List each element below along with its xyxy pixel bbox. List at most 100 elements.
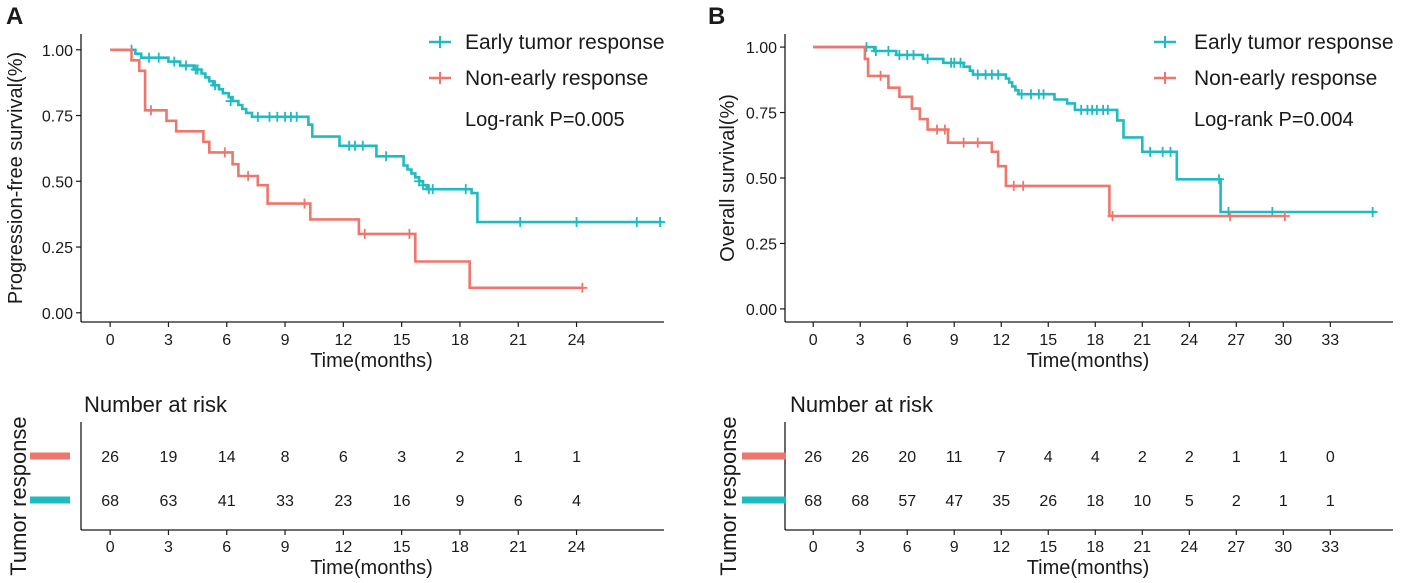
risk-count: 33	[276, 493, 294, 510]
censor-mark-non-early	[219, 147, 230, 158]
risk-x-tick-label: 3	[856, 539, 865, 556]
risk-x-tick-label: 9	[950, 539, 959, 556]
panel-a: A0.000.250.500.751.000 3 6 9 12 15 18 21 24Time(…	[5, 3, 666, 579]
risk-count: 7	[997, 449, 1006, 466]
x-tick-label: 6	[222, 332, 231, 349]
risk-count: 1	[1279, 493, 1288, 510]
risk-count: 47	[945, 493, 963, 510]
y-tick-label: 0.00	[42, 306, 73, 323]
risk-count: 2	[1185, 449, 1194, 466]
censor-mark-early	[192, 64, 203, 75]
risk-count: 8	[281, 449, 290, 466]
risk-count: 4	[1091, 449, 1100, 466]
x-tick-label: 15	[1039, 332, 1057, 349]
censor-mark-early	[291, 111, 302, 122]
risk-count: 20	[898, 449, 916, 466]
x-axis-title: Time(months)	[1027, 350, 1150, 372]
censor-mark-early	[381, 151, 392, 162]
censor-mark-non-early	[939, 124, 950, 135]
censor-mark-early	[883, 46, 894, 57]
risk-x-tick-label: 0	[106, 539, 115, 556]
risk-count: 18	[1086, 493, 1104, 510]
risk-x-tick-label: 6	[222, 539, 231, 556]
censor-mark-early	[180, 60, 191, 71]
risk-count: 6	[514, 493, 523, 510]
x-tick-label: 15	[393, 332, 411, 349]
censor-mark-early	[153, 52, 164, 63]
censor-mark-early	[1145, 146, 1156, 157]
censor-mark-non-early	[577, 282, 588, 293]
censor-mark-non-early	[145, 105, 156, 116]
y-axis-title: Overall survival(%)	[717, 94, 739, 262]
risk-x-tick-label: 12	[992, 539, 1010, 556]
risk-count: 68	[804, 493, 822, 510]
risk-count: 19	[160, 449, 178, 466]
legend-label-non-early: Non-early response	[465, 67, 648, 90]
risk-x-tick-label: 15	[1039, 539, 1057, 556]
risk-x-tick-label: 33	[1321, 539, 1339, 556]
risk-x-tick-label: 3	[164, 539, 173, 556]
censor-mark-early	[225, 96, 236, 107]
panel-letter: A	[6, 3, 23, 30]
censor-mark-early	[993, 69, 1004, 80]
censor-mark-non-early	[1008, 180, 1019, 191]
risk-x-tick-label: 21	[509, 539, 527, 556]
risk-x-tick-label: 12	[334, 539, 352, 556]
km-curve-early	[813, 45, 1376, 214]
risk-count: 10	[1133, 493, 1151, 510]
y-tick-label: 0.50	[42, 174, 73, 191]
y-tick-label: 0.75	[42, 109, 73, 126]
censor-mark-early	[1102, 104, 1113, 115]
risk-count: 0	[1326, 449, 1335, 466]
risk-count: 6	[339, 449, 348, 466]
risk-x-tick-label: 24	[568, 539, 586, 556]
censor-mark-early	[1214, 174, 1225, 185]
legend-label-early: Early tumor response	[1194, 31, 1394, 54]
x-tick-label: 12	[992, 332, 1010, 349]
y-tick-label: 0.25	[42, 240, 73, 257]
x-tick-label: 12	[334, 332, 352, 349]
panel-letter: B	[708, 3, 725, 30]
y-tick-label: 0.50	[746, 171, 777, 188]
risk-count: 3	[397, 449, 406, 466]
censor-mark-early	[427, 184, 438, 195]
risk-count: 68	[101, 493, 119, 510]
x-tick-label: 24	[568, 332, 586, 349]
censor-mark-early	[460, 184, 471, 195]
risk-count: 63	[160, 493, 178, 510]
censor-mark-non-early	[972, 137, 983, 148]
y-tick-label: 0.25	[746, 236, 777, 253]
x-tick-label: 3	[164, 332, 173, 349]
x-tick-label: 3	[856, 332, 865, 349]
censor-mark-early	[169, 56, 180, 67]
y-axis-title: Progression-free survival(%)	[5, 52, 27, 304]
x-tick-label: 6	[903, 332, 912, 349]
censor-mark-non-early	[1107, 210, 1118, 221]
x-tick-label: 30	[1274, 332, 1292, 349]
x-tick-label: 21	[1133, 332, 1151, 349]
censor-mark-early	[144, 52, 155, 63]
risk-strata-title: Tumor response	[716, 416, 741, 575]
km-curve-non-early	[110, 48, 583, 290]
risk-count: 2	[1138, 449, 1147, 466]
x-tick-label: 21	[509, 332, 527, 349]
risk-count: 5	[1185, 493, 1194, 510]
risk-count: 23	[334, 493, 352, 510]
risk-count: 4	[1044, 449, 1053, 466]
risk-count: 26	[851, 449, 869, 466]
censor-mark-early	[357, 140, 368, 151]
censor-mark-non-early	[1279, 210, 1290, 221]
censor-mark-early	[1038, 89, 1049, 100]
censor-mark-early	[908, 49, 919, 60]
risk-count: 57	[898, 493, 916, 510]
risk-x-tick-label: 21	[1133, 539, 1151, 556]
risk-count: 1	[572, 449, 581, 466]
x-tick-label: 9	[950, 332, 959, 349]
censor-mark-early	[571, 217, 582, 228]
risk-count: 2	[1232, 493, 1241, 510]
risk-x-tick-label: 30	[1274, 539, 1292, 556]
risk-x-tick-label: 24	[1180, 539, 1198, 556]
risk-count: 41	[218, 493, 236, 510]
x-tick-label: 0	[809, 332, 818, 349]
